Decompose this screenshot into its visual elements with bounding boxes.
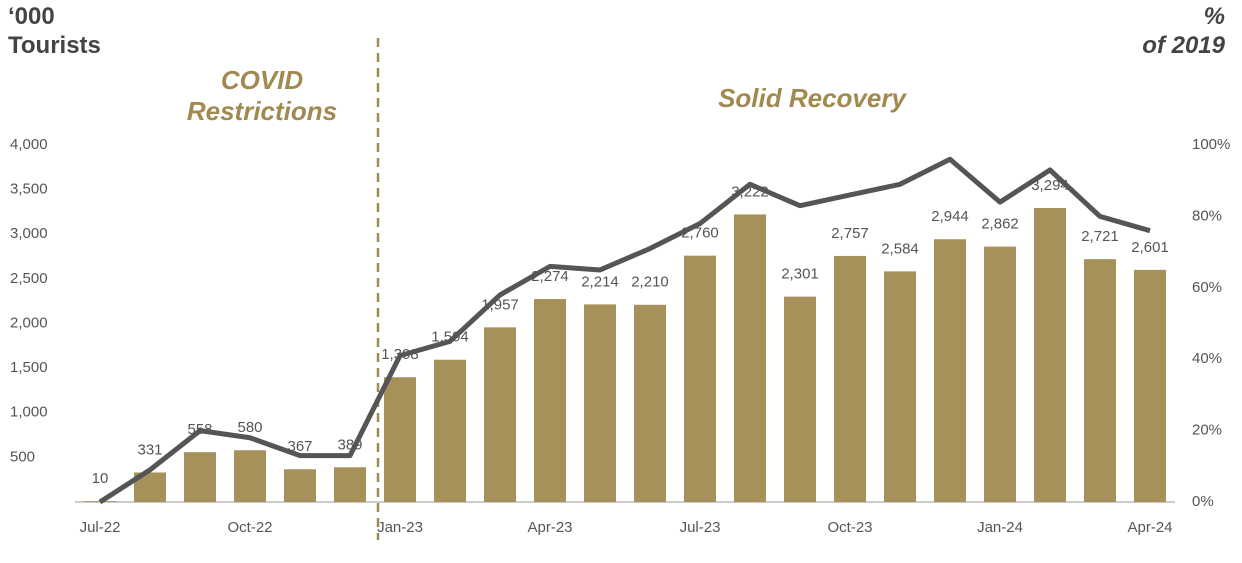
annotation: Solid Recovery bbox=[718, 83, 907, 113]
data-label: 3,294 bbox=[1031, 177, 1069, 194]
bar bbox=[734, 214, 766, 502]
y-tick-label: 4,000 bbox=[10, 136, 48, 153]
y2-tick-label: 40% bbox=[1192, 350, 1222, 367]
bar bbox=[1134, 269, 1166, 502]
x-tick-label: Jan-23 bbox=[377, 519, 423, 536]
data-label: 2,210 bbox=[631, 274, 669, 291]
bar bbox=[634, 304, 666, 502]
data-label: 10 bbox=[92, 470, 109, 487]
bar bbox=[784, 296, 816, 502]
bar bbox=[884, 271, 916, 502]
bar bbox=[834, 255, 866, 502]
data-label: 331 bbox=[137, 441, 162, 458]
y-tick-label: 1,000 bbox=[10, 404, 48, 421]
bar bbox=[534, 299, 566, 502]
y2-tick-label: 60% bbox=[1192, 279, 1222, 296]
bar bbox=[484, 327, 516, 502]
y2-tick-label: 80% bbox=[1192, 207, 1222, 224]
data-label: 2,274 bbox=[531, 268, 569, 285]
data-label: 3,222 bbox=[731, 183, 769, 200]
bar bbox=[684, 255, 716, 502]
y-tick-label: 500 bbox=[10, 448, 35, 465]
data-label: 2,214 bbox=[581, 273, 619, 290]
data-label: 2,301 bbox=[781, 266, 819, 283]
y-tick-label: 2,500 bbox=[10, 270, 48, 287]
bar bbox=[984, 246, 1016, 502]
annotation: COVID Restrictions bbox=[187, 65, 337, 126]
y-tick-label: 2,000 bbox=[10, 314, 48, 331]
data-label: 2,944 bbox=[931, 208, 969, 225]
x-tick-label: Apr-23 bbox=[527, 519, 572, 536]
bar bbox=[934, 239, 966, 503]
bar bbox=[184, 452, 216, 502]
y-axis-label: ‘000 Tourists bbox=[8, 3, 101, 59]
x-tick-label: Jan-24 bbox=[977, 519, 1023, 536]
data-label: 2,760 bbox=[681, 225, 719, 242]
y-tick-label: 3,500 bbox=[10, 181, 48, 198]
y2-tick-label: 20% bbox=[1192, 422, 1222, 439]
bar bbox=[234, 450, 266, 502]
y2-tick-label: 100% bbox=[1192, 136, 1230, 153]
bar bbox=[334, 467, 366, 502]
y-tick-label: 3,000 bbox=[10, 225, 48, 242]
y2-tick-label: 0% bbox=[1192, 493, 1214, 510]
data-label: 2,584 bbox=[881, 240, 919, 257]
x-tick-label: Jul-23 bbox=[680, 519, 721, 536]
data-label: 2,757 bbox=[831, 225, 869, 242]
x-tick-label: Jul-22 bbox=[80, 519, 121, 536]
bar bbox=[384, 377, 416, 502]
bar bbox=[434, 359, 466, 502]
x-tick-label: Oct-22 bbox=[227, 519, 272, 536]
data-label: 1,594 bbox=[431, 329, 469, 346]
x-tick-label: Oct-23 bbox=[827, 519, 872, 536]
x-tick-label: Apr-24 bbox=[1127, 519, 1172, 536]
data-label: 580 bbox=[237, 419, 262, 436]
data-label: 2,721 bbox=[1081, 228, 1119, 245]
data-label: 389 bbox=[337, 436, 362, 453]
data-label: 1,398 bbox=[381, 346, 419, 363]
data-label: 2,862 bbox=[981, 216, 1019, 233]
data-label: 558 bbox=[187, 421, 212, 438]
bar bbox=[284, 469, 316, 502]
line bbox=[98, 156, 1151, 505]
y2-axis-label: % of 2019 bbox=[1142, 3, 1225, 59]
data-label: 2,601 bbox=[1131, 239, 1169, 256]
bar bbox=[584, 304, 616, 502]
bar bbox=[1084, 259, 1116, 502]
y-tick-label: 1,500 bbox=[10, 359, 48, 376]
data-label: 1,957 bbox=[481, 296, 519, 313]
bar bbox=[1034, 208, 1066, 502]
data-label: 367 bbox=[287, 438, 312, 455]
